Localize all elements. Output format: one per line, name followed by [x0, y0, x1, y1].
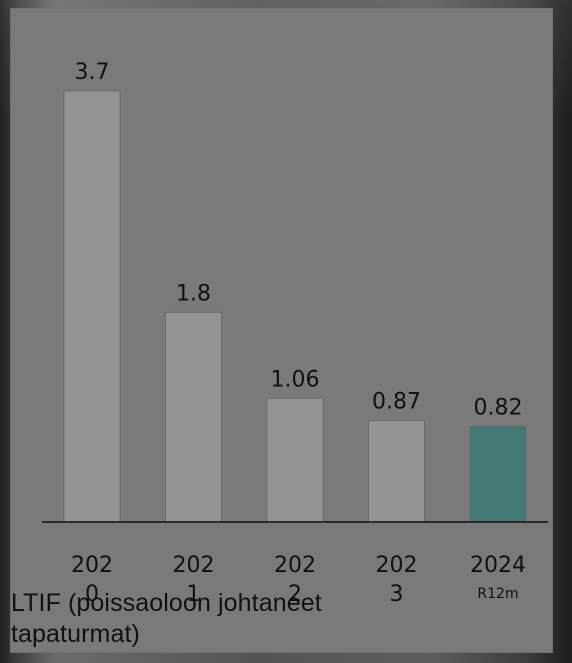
value-label-4: 0.82 [474, 395, 523, 420]
category-label-2-line2: 2 [288, 582, 302, 607]
category-label-1-line1: 202 [173, 553, 215, 578]
value-label-1: 1.8 [176, 281, 211, 306]
bar-1 [165, 311, 222, 523]
category-label-2-line1: 202 [274, 553, 316, 578]
category-label-0-line1: 202 [71, 553, 113, 578]
category-label-1-line2: 1 [187, 582, 201, 607]
bar-3 [368, 420, 425, 523]
category-label-3-line1: 202 [376, 553, 418, 578]
category-label-4-line2: R12m [477, 586, 518, 602]
bar-4 [469, 426, 527, 523]
bar-2 [266, 398, 324, 523]
value-label-3: 0.87 [372, 390, 421, 415]
category-label-0-line2: 0 [85, 582, 99, 607]
category-label-4-line1: 2024 [470, 553, 526, 578]
bar-0 [63, 90, 121, 523]
chart-caption: LTIF (poissaoloon johtaneet tapaturmat) [11, 589, 322, 648]
value-label-2: 1.06 [271, 368, 320, 393]
value-label-0: 3.7 [75, 60, 110, 85]
category-label-3-line2: 3 [390, 582, 404, 607]
